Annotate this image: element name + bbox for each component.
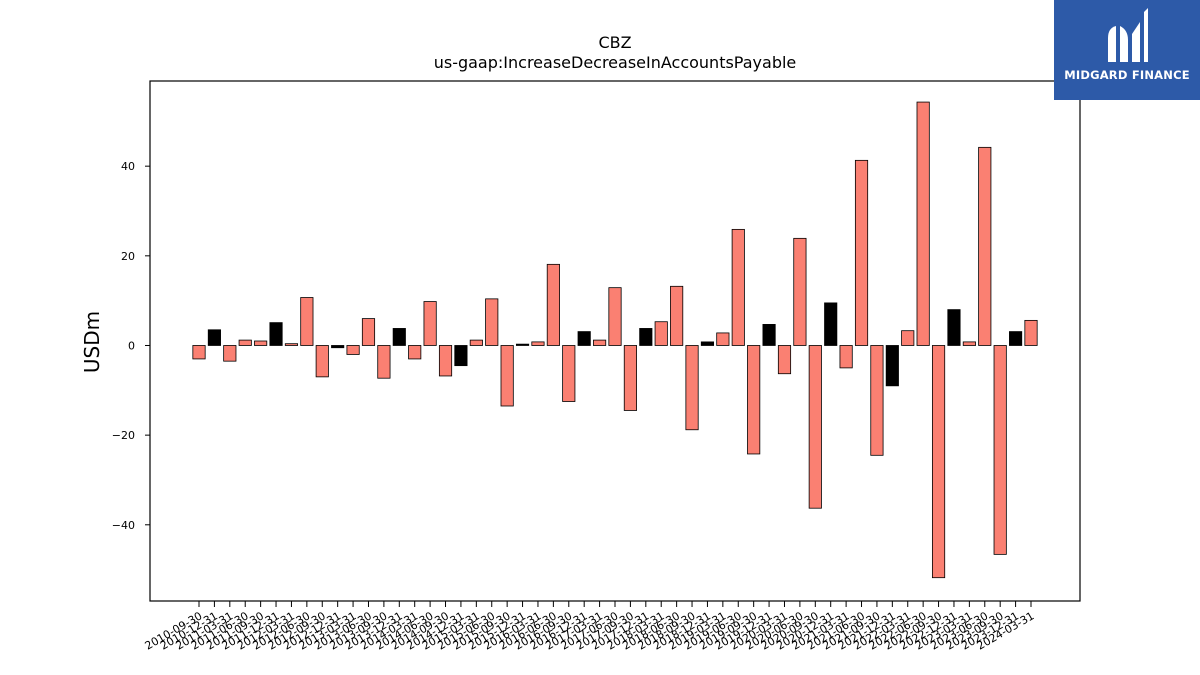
- bar-2010-12-31: [207, 329, 221, 346]
- bar-2018-12-31: [700, 341, 715, 346]
- bar-2022-03-31: [901, 330, 915, 346]
- bar-2013-12-31: [392, 328, 406, 346]
- y-tick-label: 20: [121, 250, 135, 263]
- bar-2021-09-30: [870, 345, 884, 456]
- bar-2014-09-30: [438, 345, 453, 377]
- y-axis-label: USDm: [80, 311, 104, 373]
- bar-2014-06-30: [423, 301, 437, 346]
- y-tick-label: −40: [112, 519, 135, 532]
- bar-2017-12-31: [639, 328, 653, 346]
- bar-2023-03-31: [962, 341, 976, 346]
- bar-2018-06-30: [670, 285, 684, 346]
- brand-logo: MIDGARD FINANCE: [1054, 0, 1200, 100]
- bar-2022-06-30: [916, 101, 930, 346]
- bar-2023-09-30: [993, 345, 1007, 555]
- bar-2012-03-31: [284, 343, 299, 346]
- bar-2020-09-30: [808, 345, 822, 509]
- bar-2020-03-31: [777, 345, 792, 375]
- bar-2021-12-31: [885, 345, 899, 387]
- chart-title: CBZ: [598, 33, 631, 52]
- y-tick-label: −20: [112, 429, 135, 442]
- logo-text: MIDGARD FINANCE: [1064, 68, 1190, 82]
- bar-2013-03-31: [346, 345, 360, 355]
- bar-2012-09-30: [315, 345, 329, 378]
- midgard-logo-icon: [1108, 8, 1148, 62]
- bar-2022-09-30: [931, 345, 946, 579]
- bar-2024-03-31: [1024, 319, 1038, 346]
- bar-2011-09-30: [254, 340, 268, 346]
- bar-2015-12-31: [515, 343, 530, 346]
- bar-2023-12-31: [1009, 331, 1023, 346]
- bar-2010-09-30: [192, 345, 206, 360]
- bar-2011-12-31: [269, 322, 283, 346]
- bar-2017-06-30: [608, 287, 622, 346]
- bar-2021-06-30: [854, 159, 869, 346]
- bars: [192, 101, 1038, 579]
- bar-2011-03-31: [223, 345, 237, 362]
- bar-2017-09-30: [623, 345, 637, 411]
- x-ticks: 2010-09-302010-12-312011-03-312011-06-30…: [143, 601, 1037, 653]
- bar-2017-03-31: [593, 339, 607, 346]
- y-tick-label: 40: [121, 160, 135, 173]
- bar-2014-12-31: [454, 345, 468, 367]
- bar-2023-06-30: [978, 146, 992, 346]
- bar-2013-09-30: [377, 345, 391, 379]
- bar-2021-03-31: [839, 345, 853, 369]
- bar-2016-06-30: [546, 263, 560, 346]
- bar-2015-09-30: [500, 345, 514, 407]
- bar-2019-03-31: [716, 332, 730, 346]
- chart-subtitle: us-gaap:IncreaseDecreaseInAccountsPayabl…: [434, 53, 797, 72]
- bar-2014-03-31: [408, 345, 422, 360]
- bar-2020-12-31: [824, 302, 838, 346]
- bar-2016-09-30: [562, 345, 576, 402]
- bar-2016-12-31: [577, 331, 591, 346]
- bar-2018-03-31: [654, 321, 668, 346]
- bar-2019-06-30: [731, 228, 745, 346]
- bar-2020-06-30: [793, 237, 807, 346]
- bar-2012-12-31: [331, 345, 345, 349]
- plot-frame: [149, 80, 1081, 602]
- bar-2015-03-31: [469, 339, 483, 346]
- bar-2011-06-30: [238, 339, 252, 346]
- bar-2013-06-30: [361, 318, 376, 346]
- bar-2015-06-30: [485, 298, 499, 346]
- bar-2016-03-31: [531, 341, 545, 346]
- bar-2012-06-30: [300, 297, 314, 346]
- bar-2019-09-30: [747, 345, 761, 455]
- bar-2022-12-31: [947, 309, 961, 346]
- bar-2019-12-31: [762, 324, 776, 346]
- y-ticks: −40 −20 0 20 40: [112, 160, 150, 532]
- bar-2018-09-30: [685, 345, 699, 431]
- y-tick-label: 0: [128, 339, 135, 352]
